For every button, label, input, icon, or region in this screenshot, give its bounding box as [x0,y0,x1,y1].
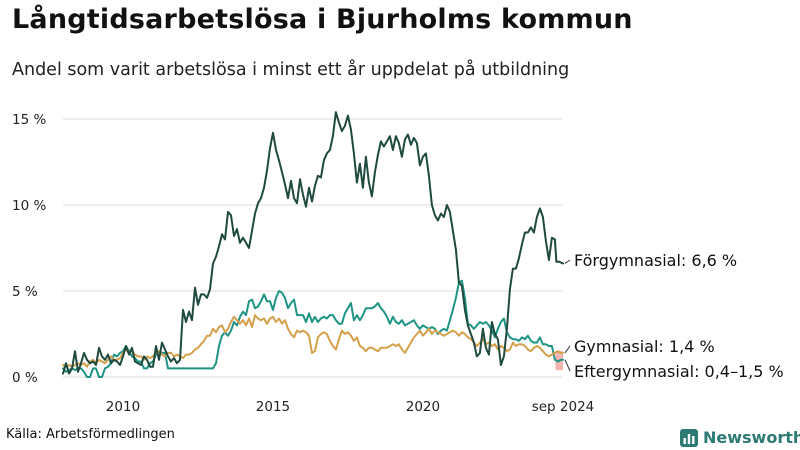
y-axis: 0 % 5 % 10 % 15 % [12,112,46,386]
gridlines [63,118,563,378]
series-line-förgymnasial [62,111,564,375]
label-leader-line [564,345,571,354]
label-leader-line [564,259,571,264]
series-end-labels: Förgymnasial: 6,6 % Gymnasial: 1,4 % Efter… [564,251,784,381]
newsworthy-icon [680,428,698,447]
brand-logo: Newsworthy [680,428,800,447]
x-axis: 2010 2015 2020 sep 2024 [106,399,594,415]
chart-title: Långtidsarbetslösa i Bjurholms kommun [12,4,633,35]
series-line-eftergymnasial [62,279,564,378]
series-lines [62,111,564,378]
source-note: Källa: Arbetsförmedlingen [6,427,175,442]
series-label-eftergymnasial: Eftergymnasial: 0,4–1,5 % [574,362,784,381]
y-tick-label: 10 % [12,198,46,214]
chart-subtitle: Andel som varit arbetslösa i minst ett å… [12,60,570,80]
brand-name: Newsworthy [703,428,800,447]
y-tick-label: 0 % [12,370,38,386]
series-label-gymnasial: Gymnasial: 1,4 % [574,337,715,356]
series-line-gymnasial [62,314,564,368]
x-tick-label: 2010 [106,399,140,415]
y-tick-label: 5 % [12,284,38,300]
x-tick-label: 2015 [256,399,290,415]
label-leader-line [564,359,571,372]
x-tick-label: 2020 [406,399,440,415]
y-tick-label: 15 % [12,112,46,128]
x-tick-label: sep 2024 [532,399,595,415]
series-label-förgymnasial: Förgymnasial: 6,6 % [574,251,737,270]
